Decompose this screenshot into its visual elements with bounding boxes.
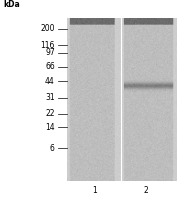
Text: 44: 44 (45, 77, 55, 86)
Text: 1: 1 (92, 186, 97, 195)
Text: 116: 116 (41, 41, 55, 50)
Text: 2: 2 (144, 186, 149, 195)
Text: 22: 22 (45, 109, 55, 118)
Text: 6: 6 (50, 144, 55, 153)
Text: kDa: kDa (4, 0, 20, 9)
Text: 200: 200 (40, 24, 55, 33)
Text: 97: 97 (45, 48, 55, 58)
Text: 31: 31 (45, 93, 55, 102)
Text: 14: 14 (45, 123, 55, 132)
Text: 66: 66 (45, 62, 55, 71)
